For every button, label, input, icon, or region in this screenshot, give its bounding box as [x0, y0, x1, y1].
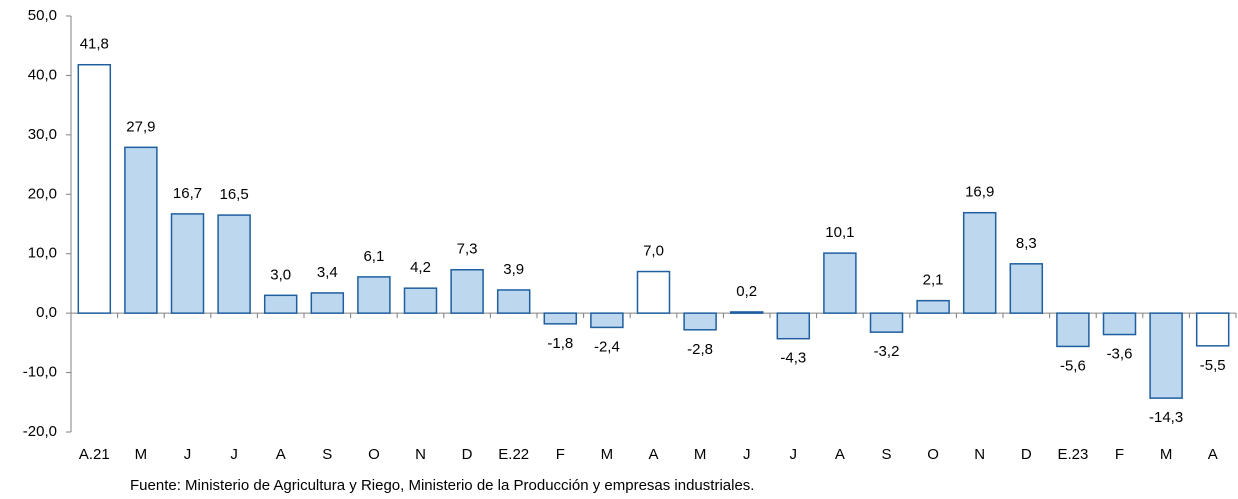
- value-label: 6,1: [363, 248, 384, 265]
- bar: [823, 252, 857, 314]
- bar: [357, 276, 391, 314]
- y-tick-label: 40,0: [28, 66, 57, 83]
- value-label: 16,7: [173, 185, 202, 202]
- y-tick-label: 20,0: [28, 185, 57, 202]
- bar: [729, 311, 764, 314]
- bar: [1056, 312, 1090, 348]
- x-tick-label: D: [1021, 446, 1032, 463]
- value-label: 4,2: [410, 259, 431, 276]
- bar: [217, 214, 251, 314]
- x-tick-label: J: [184, 446, 192, 463]
- x-tick-label: F: [556, 446, 565, 463]
- value-label: 3,4: [317, 264, 338, 281]
- x-tick-label: J: [230, 446, 238, 463]
- x-tick-label: N: [415, 446, 426, 463]
- x-tick-label: E.23: [1057, 446, 1088, 463]
- bar: [1149, 312, 1183, 399]
- value-label: 10,1: [825, 224, 854, 241]
- x-tick-label: F: [1115, 446, 1124, 463]
- x-tick-label: S: [881, 446, 891, 463]
- bar: [496, 289, 531, 314]
- x-tick-label: E.22: [498, 446, 529, 463]
- value-label: 16,9: [965, 184, 994, 201]
- x-tick-label: M: [694, 446, 707, 463]
- x-tick-label: J: [743, 446, 751, 463]
- bar: [869, 312, 904, 333]
- x-tick-label: A: [835, 446, 845, 463]
- value-label: 0,2: [736, 283, 757, 300]
- y-tick-label: 10,0: [28, 245, 57, 262]
- value-label: 3,0: [270, 266, 291, 283]
- value-label: -14,3: [1149, 409, 1183, 426]
- x-tick-label: J: [790, 446, 798, 463]
- x-tick-label: A: [648, 446, 658, 463]
- bar: [1009, 263, 1044, 314]
- bar: [124, 146, 158, 314]
- bar: [77, 63, 112, 314]
- y-tick-label: -20,0: [23, 423, 57, 440]
- bar: [403, 287, 438, 314]
- value-label: -3,2: [874, 343, 900, 360]
- x-tick-label: O: [927, 446, 939, 463]
- bar: [916, 299, 950, 314]
- value-label: -4,3: [780, 350, 806, 367]
- bar: [962, 211, 997, 314]
- x-tick-label: M: [1160, 446, 1173, 463]
- bar: [776, 312, 811, 340]
- x-tick-label: A.21: [79, 446, 110, 463]
- bar: [310, 292, 345, 314]
- y-tick-label: -10,0: [23, 364, 57, 381]
- value-label: 3,9: [503, 261, 524, 278]
- value-label: 27,9: [126, 118, 155, 135]
- bar: [170, 213, 205, 314]
- source-note: Fuente: Ministerio de Agricultura y Rieg…: [130, 477, 754, 494]
- bar: [683, 312, 717, 331]
- x-tick-label: N: [974, 446, 985, 463]
- value-label: -2,4: [594, 338, 620, 355]
- y-tick-label: 0,0: [36, 304, 57, 321]
- x-tick-label: S: [322, 446, 332, 463]
- y-tick-label: 30,0: [28, 126, 57, 143]
- bar: [263, 294, 298, 314]
- x-tick-label: A: [276, 446, 286, 463]
- value-label: -1,8: [547, 335, 573, 352]
- value-label: 8,3: [1016, 235, 1037, 252]
- bar: [590, 312, 624, 329]
- x-tick-label: O: [368, 446, 380, 463]
- value-label: 2,1: [923, 272, 944, 289]
- y-tick-label: 50,0: [28, 7, 57, 24]
- bar: [450, 269, 484, 314]
- x-tick-label: D: [462, 446, 473, 463]
- bar: [543, 312, 578, 325]
- x-tick-label: M: [601, 446, 614, 463]
- value-label: 16,5: [219, 186, 248, 203]
- value-label: 7,3: [457, 241, 478, 258]
- bar: [1195, 312, 1230, 347]
- value-label: -2,8: [687, 341, 713, 358]
- bar: [1102, 312, 1137, 336]
- value-label: -5,6: [1060, 357, 1086, 374]
- bar: [636, 270, 671, 314]
- value-label: 41,8: [80, 36, 109, 53]
- value-label: 7,0: [643, 243, 664, 260]
- x-tick-label: A: [1208, 446, 1218, 463]
- value-label: -3,6: [1107, 346, 1133, 363]
- x-tick-label: M: [135, 446, 148, 463]
- value-label: -5,5: [1200, 357, 1226, 374]
